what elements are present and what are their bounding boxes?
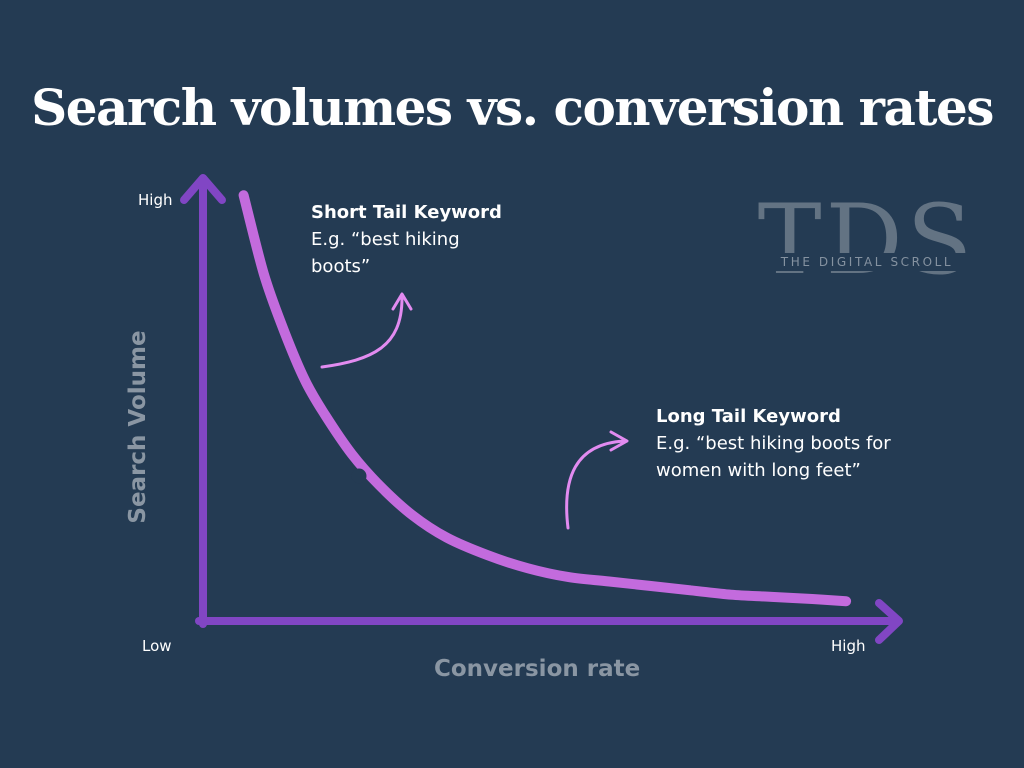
annotation-title: Short Tail Keyword [311, 202, 502, 223]
chart-title: Search volumes vs. conversion rates [31, 78, 994, 137]
annotation-text: E.g. “best hiking boots” [311, 229, 460, 277]
logo-subtitle: THE DIGITAL SCROLL [780, 255, 954, 269]
logo-band [767, 253, 972, 271]
x-axis-label: Conversion rate [434, 656, 641, 682]
annotation-long-tail: Long Tail Keyword E.g. “best hiking boot… [656, 403, 956, 484]
logo-letters: TDS [757, 184, 977, 296]
x-tick-label: High [831, 637, 866, 655]
y-axis-arrowhead [180, 174, 226, 204]
y-axis-label: Search Volume [125, 330, 151, 524]
curve-gap [351, 468, 367, 484]
y-tick-label: High [138, 191, 173, 209]
annotation-short-tail: Short Tail Keyword E.g. “best hiking boo… [311, 199, 521, 280]
long-tail-arrow [565, 439, 626, 530]
x-axis-arrowhead [875, 599, 903, 644]
annotation-title: Long Tail Keyword [656, 406, 841, 427]
brand-logo: TDS THE DIGITAL SCROLL [757, 192, 977, 296]
short-tail-arrow [320, 296, 404, 369]
data-series-line [238, 190, 852, 607]
x-tick-label: Low [142, 637, 172, 655]
annotation-text: E.g. “best hiking boots for women with l… [656, 433, 891, 481]
short-tail-arrowhead [391, 292, 413, 311]
long-tail-arrowhead [609, 430, 629, 452]
